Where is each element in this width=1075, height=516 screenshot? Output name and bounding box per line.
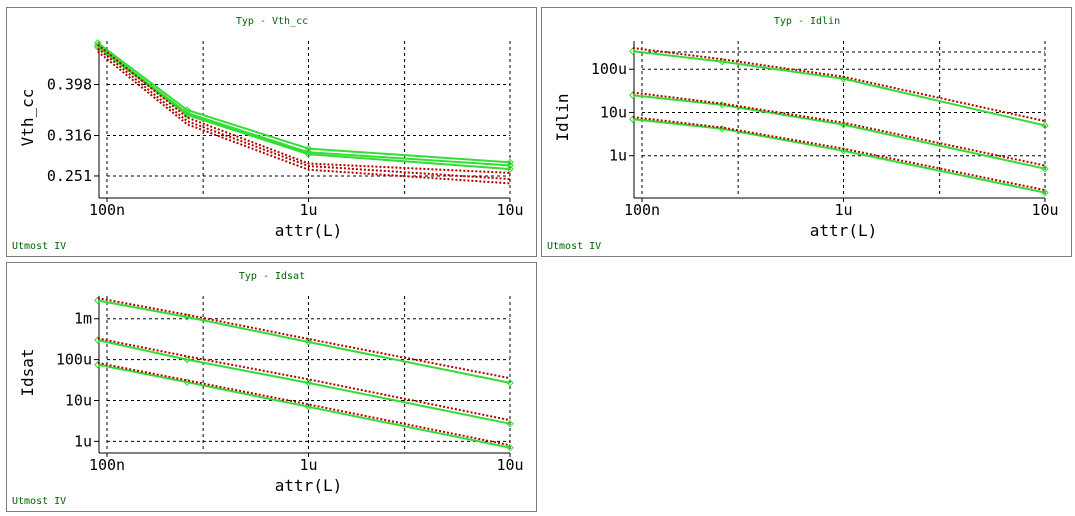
vth-cc-ytick-label: 0.398	[47, 76, 92, 94]
vth-cc-data-point	[506, 165, 514, 173]
idsat-ytick-label: 10u	[65, 391, 92, 409]
idlin-series-simulated-line	[632, 116, 1046, 192]
idlin-data-point	[839, 75, 848, 83]
idlin-x-axis-label: attr(L)	[810, 221, 877, 240]
idsat-series-measured-line	[97, 299, 511, 384]
vth-cc-panel: Typ - Vth_cc 0.251 0.316 0.398 100n 1u 10u attr…	[6, 7, 537, 257]
idlin-series-measured-line	[632, 118, 1046, 194]
idsat-data-point	[506, 443, 514, 452]
vth-cc-y-axis-label: Vth_cc	[18, 89, 37, 147]
idlin-series-simulated-line	[632, 91, 1046, 167]
vth-cc-series-simulated-line	[97, 43, 511, 174]
idlin-data-point	[629, 91, 637, 99]
idsat-ytick-label: 100u	[56, 351, 92, 369]
vth-cc-ytick-label: 0.316	[47, 127, 92, 145]
idsat-series-simulated-line	[97, 337, 511, 422]
vth-cc-chart: Typ - Vth_cc 0.251 0.316 0.398 100n 1u 10u attr…	[12, 16, 524, 252]
vth-cc-data-point	[94, 43, 102, 51]
idsat-data-point	[506, 420, 514, 428]
idlin-data-point	[839, 121, 848, 129]
idlin-ytick-label: 10u	[600, 103, 627, 121]
idsat-xtick-label: 10u	[496, 456, 523, 474]
idlin-xtick-label: 100n	[624, 201, 660, 219]
idsat-data-point	[304, 338, 313, 346]
idlin-y-axis-label: Idlin	[553, 93, 572, 141]
idlin-data-point	[1041, 121, 1049, 130]
vth-cc-footer: Utmost IV	[12, 241, 66, 252]
idsat-x-axis-label: attr(L)	[275, 476, 342, 495]
vth-cc-series-simulated-line	[97, 50, 511, 185]
idsat-footer: Utmost IV	[12, 496, 66, 507]
idsat-series-simulated-line	[97, 361, 511, 447]
idlin-ytick-label: 1u	[609, 147, 627, 165]
idlin-series-measured-line	[632, 50, 1046, 127]
vth-cc-x-axis-label: attr(L)	[275, 221, 342, 240]
idsat-data-point	[506, 379, 514, 387]
vth-cc-xtick-label: 100n	[89, 201, 125, 219]
idsat-ytick-label: 1m	[74, 310, 92, 328]
idsat-title: Typ - Idsat	[239, 271, 305, 282]
idlin-series-measured-line	[632, 94, 1046, 170]
idlin-xtick-label: 10u	[1031, 201, 1058, 219]
idlin-ytick-label: 100u	[591, 60, 627, 78]
idsat-data-point	[94, 361, 102, 369]
idsat-data-point	[94, 336, 102, 344]
vth-cc-data-point	[183, 111, 191, 119]
idlin-title: Typ - Idlin	[774, 16, 840, 27]
idsat-series-measured-line	[97, 339, 511, 425]
idsat-ytick-label: 1u	[74, 432, 92, 450]
idlin-panel: Typ - Idlin 1u 10u 100u 100n 1u 10u attr(L) Idli…	[541, 7, 1072, 257]
idlin-data-point	[629, 115, 637, 123]
idlin-data-point	[629, 47, 637, 56]
vth-cc-series-measured-line	[97, 44, 511, 167]
vth-cc-data-point	[304, 150, 313, 158]
idlin-chart: Typ - Idlin 1u 10u 100u 100n 1u 10u attr(L) Idli…	[547, 16, 1059, 252]
vth-cc-ytick-label: 0.251	[47, 167, 92, 185]
idlin-series-simulated-line	[632, 47, 1046, 123]
vth-cc-xtick-label: 10u	[496, 201, 523, 219]
vth-cc-xtick-label: 1u	[299, 201, 317, 219]
idsat-data-point	[183, 355, 191, 364]
idsat-xtick-label: 100n	[89, 456, 125, 474]
idsat-series-simulated-line	[97, 297, 511, 380]
vth-cc-series-simulated-line	[97, 47, 511, 181]
vth-cc-series-measured-line	[97, 42, 511, 164]
vth-cc-title: Typ - Vth_cc	[236, 16, 308, 27]
idsat-xtick-label: 1u	[299, 456, 317, 474]
idlin-footer: Utmost IV	[547, 241, 601, 252]
idlin-data-point	[1041, 165, 1049, 173]
idsat-panel: Typ - Idsat 1u 10u 100u 1m 100n 1u 10u attr(L) Id…	[6, 262, 537, 512]
vth-cc-data-point	[94, 41, 102, 50]
idsat-data-point	[94, 296, 102, 305]
idsat-data-point	[304, 379, 313, 387]
idsat-chart: Typ - Idsat 1u 10u 100u 1m 100n 1u 10u attr(L) Id…	[12, 271, 524, 507]
idsat-series-measured-line	[97, 363, 511, 449]
idsat-y-axis-label: Idsat	[18, 348, 37, 396]
vth-cc-data-point	[506, 158, 514, 166]
idsat-data-point	[183, 378, 191, 386]
idlin-xtick-label: 1u	[834, 201, 852, 219]
